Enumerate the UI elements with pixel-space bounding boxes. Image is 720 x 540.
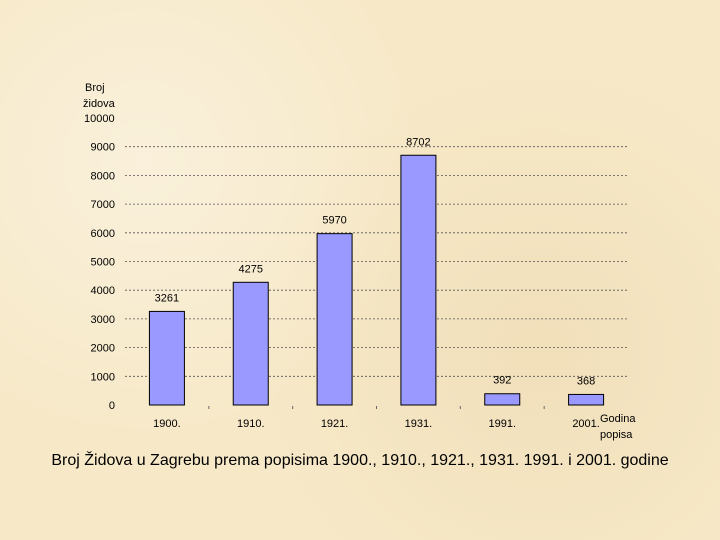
y-tick-label: 5000 [91,257,115,269]
y-tick-label: 0 [109,400,115,412]
bar [568,393,605,406]
y-tick-label: 4000 [91,285,115,297]
y-tick-labels: 0 1000 2000 3000 4000 5000 6000 7000 8000 9000 [91,142,115,412]
data-label: 368 [577,375,595,387]
y-tick-label: 3000 [91,314,115,326]
bar [232,281,269,406]
x-category-label: 1931. [405,418,433,430]
y-tick-label: 6000 [91,228,115,240]
x-tick-marks [208,406,545,409]
bars [148,154,605,406]
x-category-label: 2001. [572,418,600,430]
data-labels: 3261 4275 5970 8702 392 368 [155,136,596,387]
y-tick-label: 1000 [91,371,115,383]
y-axis-title-line-2: židova [83,98,116,110]
data-label: 5970 [322,215,346,227]
x-category-label: 1910. [237,418,265,430]
x-category-label: 1900. [153,418,181,430]
bar [148,310,185,406]
bar [484,393,521,406]
data-label: 392 [493,375,511,387]
bar [316,233,353,406]
x-category-label: 1921. [321,418,349,430]
y-tick-label: 2000 [91,343,115,355]
y-axis-title-line-1: Broj [85,82,105,94]
chart-caption: Broj Židova u Zagrebu prema popisima 190… [51,452,669,469]
y-axis-title-line-3: 10000 [84,113,115,125]
bar [400,154,437,406]
gridlines [125,146,628,377]
y-tick-label: 9000 [91,142,115,154]
y-tick-label: 8000 [91,170,115,182]
y-tick-label: 7000 [91,199,115,211]
x-category-labels: 1900. 1910. 1921. 1931. 1991. 2001. [153,418,600,430]
x-axis-title-line-2: popisa [600,429,633,441]
data-label: 8702 [406,136,430,148]
data-label: 3261 [155,292,179,304]
bar-chart: 0 1000 2000 3000 4000 5000 6000 7000 8000 9000 32… [83,82,636,441]
x-axis-title-line-1: Godina [600,413,636,425]
data-label: 4275 [239,263,263,275]
x-category-label: 1991. [488,418,516,430]
